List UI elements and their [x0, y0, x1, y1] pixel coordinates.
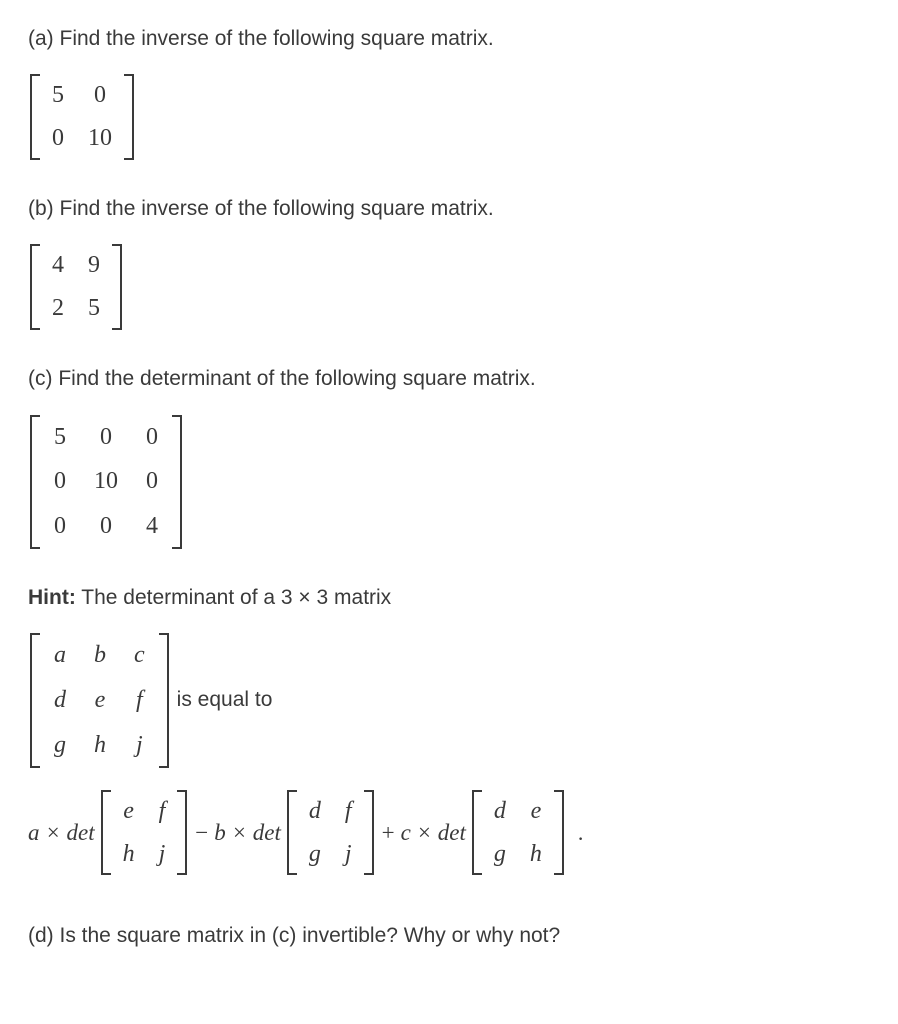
cell: d: [482, 790, 518, 833]
cell: 9: [76, 244, 112, 287]
part-c-matrix: 5 0 0 0 10 0 0 0 4: [30, 415, 182, 549]
cell: j: [147, 833, 178, 876]
op2: −: [195, 816, 208, 849]
part-d: (d) Is the square matrix in (c) invertib…: [28, 921, 870, 951]
hint-generic-matrix: a b c d e f g h j: [30, 633, 169, 767]
op3: +: [382, 816, 395, 849]
cell: h: [518, 833, 554, 876]
part-d-prompt: (d) Is the square matrix in (c) invertib…: [28, 921, 870, 951]
term2-coef: b × det: [214, 816, 281, 849]
cell: 0: [40, 459, 80, 504]
is-equal-to: is equal to: [177, 685, 273, 715]
cell: 0: [40, 117, 76, 160]
cell: 10: [76, 117, 124, 160]
m3: d e g h: [472, 790, 564, 876]
part-b-matrix: 4 9 2 5: [30, 244, 122, 330]
formula-period: .: [578, 817, 584, 849]
cell: e: [80, 678, 120, 723]
cell: 0: [76, 74, 124, 117]
cell: 10: [80, 459, 132, 504]
m1: e f h j: [101, 790, 188, 876]
hint-block: Hint: The determinant of a 3 × 3 matrix …: [28, 583, 870, 881]
part-a: (a) Find the inverse of the following sq…: [28, 24, 870, 166]
part-a-matrix: 5 0 0 10: [30, 74, 134, 160]
cell: c: [120, 633, 159, 678]
part-c: (c) Find the determinant of the followin…: [28, 364, 870, 555]
part-a-prompt: (a) Find the inverse of the following sq…: [28, 24, 870, 54]
part-b-prompt: (b) Find the inverse of the following sq…: [28, 194, 870, 224]
cell: a: [40, 633, 80, 678]
hint-text: The determinant of a 3 × 3 matrix: [76, 586, 391, 609]
cell: j: [333, 833, 364, 876]
part-c-prompt: (c) Find the determinant of the followin…: [28, 364, 870, 394]
term1-coef: a × det: [28, 816, 95, 849]
cell: 4: [40, 244, 76, 287]
cell: f: [333, 790, 364, 833]
cell: h: [111, 833, 147, 876]
cell: g: [297, 833, 333, 876]
cell: 4: [132, 504, 172, 549]
cell: f: [147, 790, 178, 833]
cell: 0: [40, 504, 80, 549]
cell: g: [482, 833, 518, 876]
cell: d: [297, 790, 333, 833]
cell: e: [111, 790, 147, 833]
cell: d: [40, 678, 80, 723]
term3-coef: c × det: [401, 816, 466, 849]
cell: f: [120, 678, 159, 723]
cell: 0: [132, 415, 172, 460]
part-b: (b) Find the inverse of the following sq…: [28, 194, 870, 336]
cell: 5: [40, 74, 76, 117]
cell: 2: [40, 287, 76, 330]
hint-generic-matrix-line: a b c d e f g h j is equal to: [28, 627, 870, 773]
cell: h: [80, 723, 120, 768]
cell: j: [120, 723, 159, 768]
hint-label: Hint:: [28, 586, 76, 609]
hint-intro: Hint: The determinant of a 3 × 3 matrix: [28, 583, 870, 613]
cell: 0: [80, 504, 132, 549]
cell: g: [40, 723, 80, 768]
cell: 0: [132, 459, 172, 504]
cell: 5: [76, 287, 112, 330]
cell: e: [518, 790, 554, 833]
hint-formula: a × det e f h j − b × det: [28, 784, 870, 882]
m2: d f g j: [287, 790, 374, 876]
cell: 0: [80, 415, 132, 460]
cell: b: [80, 633, 120, 678]
cell: 5: [40, 415, 80, 460]
